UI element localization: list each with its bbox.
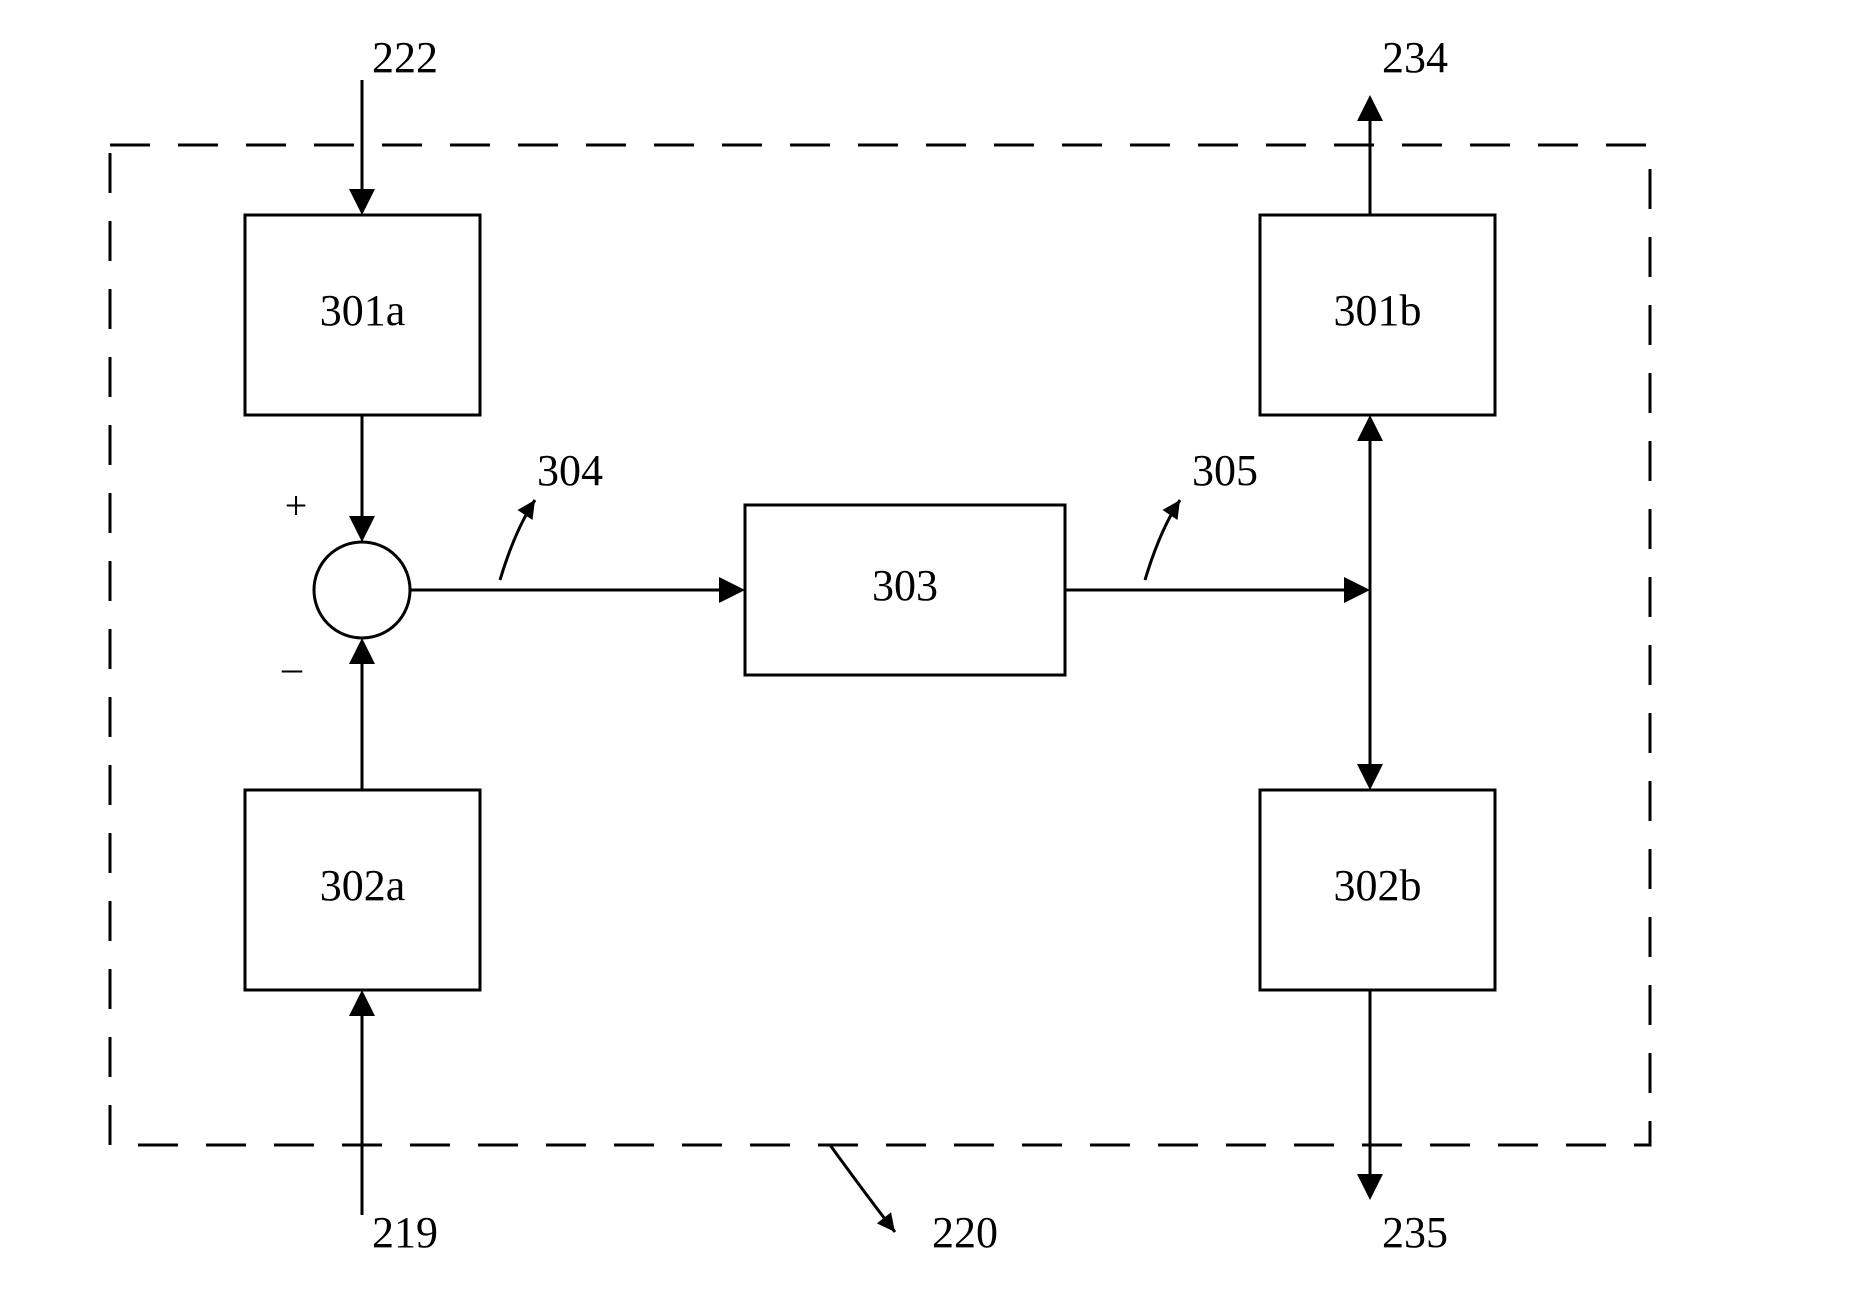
arrow-branch-to-302b-head (1357, 764, 1383, 790)
summing-junction (314, 542, 410, 638)
arrow-branch-to-301b-head (1357, 415, 1383, 441)
arrow-301a-to-sum-head (349, 516, 375, 542)
block-label-302b: 302b (1334, 861, 1422, 910)
arrow-in219-to-302a-head (349, 990, 375, 1016)
label-304-text: 304 (537, 446, 603, 495)
arrow-302b-to-out235-head (1357, 1174, 1383, 1200)
block-label-301b: 301b (1334, 286, 1422, 335)
label-234: 234 (1382, 33, 1448, 82)
label-219: 219 (372, 1208, 438, 1257)
block-label-303: 303 (872, 561, 938, 610)
label-220-text: 220 (932, 1208, 998, 1257)
block-diagram: 301a 302a 303 301b 302b + – 222 219 234 235 220 304 3… (0, 0, 1856, 1316)
arrow-in222-to-301a-head (349, 189, 375, 215)
arrow-301b-to-out234-head (1357, 95, 1383, 121)
plus-sign: + (285, 483, 308, 528)
label-305-text: 305 (1192, 446, 1258, 495)
arrow-302a-to-sum-head (349, 638, 375, 664)
block-label-302a: 302a (320, 861, 406, 910)
minus-sign: – (281, 645, 303, 690)
block-label-301a: 301a (320, 286, 406, 335)
label-235: 235 (1382, 1208, 1448, 1257)
arrow-303-to-branch-head (1344, 577, 1370, 603)
arrow-sum-to-303-head (719, 577, 745, 603)
label-220-leader-head (877, 1212, 895, 1232)
label-222: 222 (372, 33, 438, 82)
